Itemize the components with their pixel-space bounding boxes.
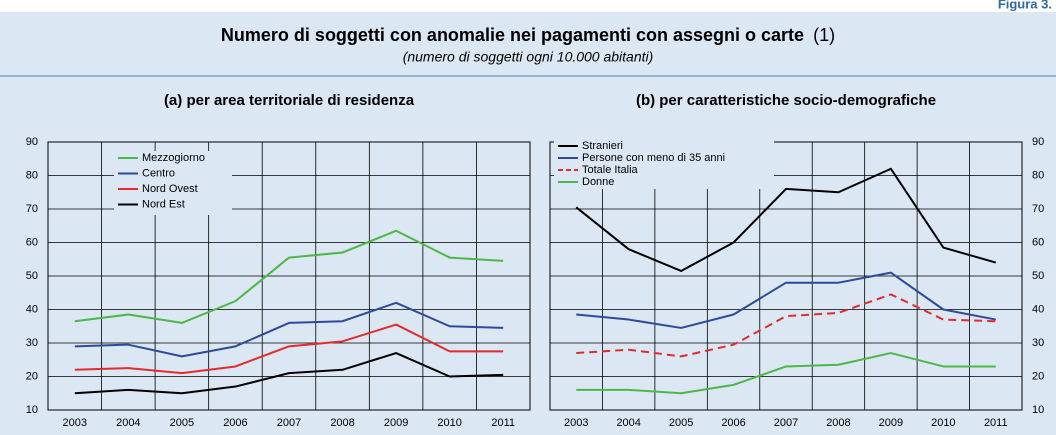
- title-text: Numero di soggetti con anomalie nei paga…: [221, 25, 804, 45]
- y-tick-label: 10: [26, 404, 38, 416]
- x-tick-label: 2008: [826, 417, 850, 429]
- series-line: [74, 301, 504, 358]
- main-title: Numero di soggetti con anomalie nei paga…: [221, 25, 835, 45]
- legend-background: [554, 139, 774, 189]
- y-tick-label: 60: [1032, 236, 1044, 248]
- y-tick-label: 20: [26, 370, 38, 382]
- x-tick-label: 2004: [616, 417, 640, 429]
- y-tick-label: 80: [1032, 169, 1044, 181]
- figure-label: Figura 3.: [998, 0, 1052, 11]
- legend-label: Donne: [582, 176, 614, 188]
- x-tick-label: 2003: [564, 417, 588, 429]
- x-tick-label: 2011: [984, 417, 1008, 429]
- subtitle: (numero di soggetti ogni 10.000 abitanti…: [403, 49, 654, 65]
- legend-label: Stranieri: [582, 140, 623, 152]
- series-line: [74, 229, 504, 324]
- x-tick-label: 2010: [931, 417, 955, 429]
- series-line: [74, 323, 504, 375]
- y-tick-label: 90: [1032, 136, 1044, 148]
- note-ref: (1): [813, 25, 835, 45]
- y-tick-label: 70: [1032, 203, 1044, 215]
- figure-background: [0, 12, 1056, 435]
- legend-label: Nord Est: [142, 198, 185, 210]
- y-tick-label: 20: [1032, 370, 1044, 382]
- legend-label: Centro: [142, 167, 175, 179]
- y-tick-label: 60: [26, 236, 38, 248]
- x-tick-label: 2005: [170, 417, 194, 429]
- series-line: [576, 293, 996, 358]
- y-tick-label: 50: [1032, 270, 1044, 282]
- x-tick-label: 2008: [330, 417, 354, 429]
- x-tick-label: 2007: [774, 417, 798, 429]
- series-line: [74, 352, 504, 395]
- legend-label: Mezzogiorno: [142, 152, 205, 164]
- y-tick-label: 40: [1032, 303, 1044, 315]
- x-tick-label: 2011: [491, 417, 515, 429]
- panel-title: (a) per area territoriale di residenza: [164, 92, 415, 109]
- x-tick-label: 2004: [116, 417, 140, 429]
- x-tick-label: 2009: [879, 417, 903, 429]
- x-tick-label: 2010: [437, 417, 461, 429]
- y-tick-label: 70: [26, 203, 38, 215]
- x-tick-label: 2009: [384, 417, 408, 429]
- panel-title: (b) per caratteristiche socio-demografic…: [636, 92, 936, 109]
- y-tick-label: 40: [26, 303, 38, 315]
- y-tick-label: 80: [26, 169, 38, 181]
- y-tick-label: 10: [1032, 404, 1044, 416]
- series-line: [575, 167, 997, 272]
- legend-label: Nord Ovest: [142, 183, 198, 195]
- legend-label: Totale Italia: [582, 164, 639, 176]
- x-tick-label: 2007: [277, 417, 301, 429]
- y-tick-label: 50: [26, 270, 38, 282]
- x-tick-label: 2006: [721, 417, 745, 429]
- x-tick-label: 2005: [669, 417, 693, 429]
- y-tick-label: 30: [1032, 337, 1044, 349]
- y-tick-label: 30: [26, 337, 38, 349]
- y-tick-label: 90: [26, 136, 38, 148]
- series-line: [576, 271, 996, 329]
- x-tick-label: 2006: [223, 417, 247, 429]
- series-line: [576, 352, 996, 395]
- x-tick-label: 2003: [63, 417, 87, 429]
- legend-label: Persone con meno di 35 anni: [582, 152, 725, 164]
